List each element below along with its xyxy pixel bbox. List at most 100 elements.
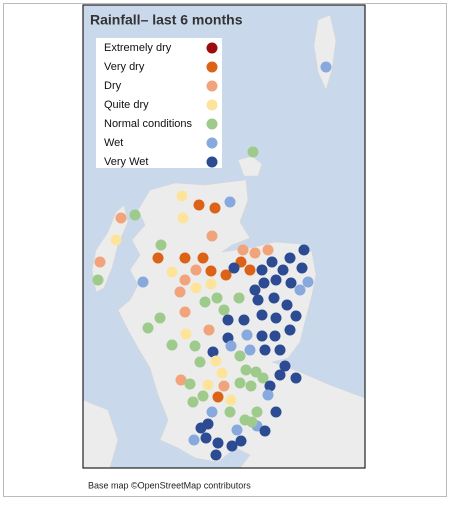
station-dot xyxy=(174,286,186,298)
station-dot xyxy=(210,355,222,367)
station-dot xyxy=(281,299,293,311)
station-dot xyxy=(155,239,167,251)
station-dot xyxy=(202,379,214,391)
station-dot xyxy=(225,394,237,406)
station-dot xyxy=(228,262,240,274)
station-dot xyxy=(269,330,281,342)
station-dot xyxy=(166,266,178,278)
station-dot xyxy=(249,247,261,259)
station-dot xyxy=(92,274,104,286)
station-dot xyxy=(209,202,221,214)
legend-label: Very Wet xyxy=(104,156,148,168)
legend-items: Extremely dry Very dry Dry Quite dry Normal … xyxy=(104,42,218,168)
station-dot xyxy=(179,306,191,318)
station-dot xyxy=(234,377,246,389)
station-dot xyxy=(222,314,234,326)
station-dot xyxy=(257,372,269,384)
map-frame xyxy=(82,4,366,469)
station-dot xyxy=(256,264,268,276)
station-dot xyxy=(137,276,149,288)
station-dot xyxy=(251,406,263,418)
station-dot xyxy=(224,406,236,418)
station-dot xyxy=(129,209,141,221)
station-dot xyxy=(218,304,230,316)
station-dot xyxy=(203,324,215,336)
station-dot xyxy=(218,380,230,392)
legend-label: Normal conditions xyxy=(104,118,193,130)
station-dot xyxy=(252,294,264,306)
station-dot xyxy=(206,406,218,418)
station-dot xyxy=(240,364,252,376)
legend-label: Very dry xyxy=(104,61,145,73)
station-dot xyxy=(274,344,286,356)
legend-swatch xyxy=(206,137,218,149)
station-dot xyxy=(225,340,237,352)
station-dot xyxy=(245,380,257,392)
station-dot xyxy=(194,356,206,368)
station-dot xyxy=(175,374,187,386)
station-dot xyxy=(268,292,280,304)
legend-swatch xyxy=(206,99,218,111)
station-dot xyxy=(231,424,243,436)
station-dot xyxy=(189,340,201,352)
legend-label: Quite dry xyxy=(104,99,149,111)
station-dot xyxy=(256,330,268,342)
station-dot xyxy=(205,278,217,290)
legend-label: Dry xyxy=(104,80,122,92)
station-dot xyxy=(224,196,236,208)
station-dot xyxy=(262,244,274,256)
station-dot xyxy=(115,212,127,224)
station-dot xyxy=(110,234,122,246)
station-dot xyxy=(238,314,250,326)
station-dot xyxy=(193,199,205,211)
station-dot xyxy=(190,282,202,294)
station-dot xyxy=(220,269,232,281)
station-dot xyxy=(188,434,200,446)
station-dot xyxy=(166,339,178,351)
station-dot xyxy=(294,284,306,296)
station-dot xyxy=(284,252,296,264)
station-dot xyxy=(259,344,271,356)
legend-swatch xyxy=(206,80,218,92)
legend-label: Extremely dry xyxy=(104,42,172,54)
station-dot xyxy=(284,324,296,336)
station-dot xyxy=(187,396,199,408)
station-dot xyxy=(302,276,314,288)
legend xyxy=(96,38,222,168)
station-dot xyxy=(195,422,207,434)
station-dot xyxy=(235,435,247,447)
legend-swatch xyxy=(206,42,218,54)
station-dot xyxy=(290,310,302,322)
station-dot xyxy=(184,378,196,390)
station-dot xyxy=(179,252,191,264)
station-dot xyxy=(205,265,217,277)
station-dot xyxy=(142,322,154,334)
station-dot xyxy=(290,372,302,384)
caption: Base map ©OpenStreetMap contributors xyxy=(88,480,251,490)
station-dot xyxy=(320,61,332,73)
station-dot xyxy=(262,389,274,401)
station-dot xyxy=(244,264,256,276)
station-dot xyxy=(259,425,271,437)
station-dot xyxy=(249,284,261,296)
station-dot xyxy=(256,309,268,321)
station-dot xyxy=(241,329,253,341)
station-dot xyxy=(270,312,282,324)
station-dot xyxy=(207,346,219,358)
legend-label: Wet xyxy=(104,137,123,149)
station-dot xyxy=(258,277,270,289)
station-dot xyxy=(277,264,289,276)
station-dot xyxy=(94,256,106,268)
station-dot xyxy=(152,252,164,264)
station-dot xyxy=(234,350,246,362)
station-dot xyxy=(279,360,291,372)
station-dot xyxy=(200,432,212,444)
station-dot xyxy=(237,244,249,256)
station-dot xyxy=(177,212,189,224)
legend-swatch xyxy=(206,61,218,73)
station-dot xyxy=(179,274,191,286)
station-dot xyxy=(206,230,218,242)
station-dot xyxy=(266,256,278,268)
station-dot xyxy=(216,367,228,379)
